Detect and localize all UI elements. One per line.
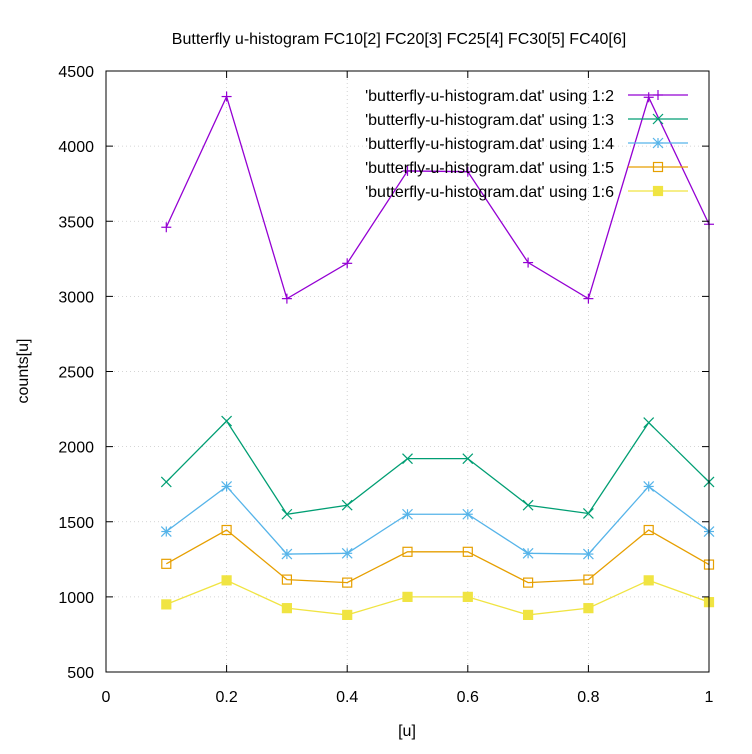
series-3-point: [341, 499, 353, 511]
series-6-point: [281, 603, 292, 614]
y-axis-label: counts[u]: [15, 339, 32, 404]
series-5-point: [643, 524, 654, 536]
series-5-point: [402, 546, 413, 557]
y-tick-label: 500: [67, 665, 94, 682]
series-4-point: [160, 526, 172, 537]
series-4-point: [341, 547, 353, 559]
legend-marker: [652, 161, 664, 173]
series-4-point: [221, 481, 233, 492]
legend-marker: [652, 113, 664, 125]
series-3-point: [221, 415, 233, 427]
series-5-point: [342, 577, 353, 588]
legend-label: 'butterfly-u-histogram.dat' using 1:3: [365, 112, 614, 129]
series-4-point: [582, 548, 594, 560]
x-tick-label: 0: [102, 689, 111, 706]
y-tick-label: 4500: [58, 64, 94, 81]
series-line-4: [165, 485, 710, 555]
series-2-point: [643, 92, 654, 103]
series-6-point: [221, 575, 232, 586]
series-2-point: [462, 166, 473, 177]
series-3-point: [522, 499, 534, 511]
series-2-point: [523, 257, 534, 268]
x-tick-label: 0.8: [577, 689, 599, 706]
series-3-point: [160, 476, 172, 488]
series-6-point: [583, 603, 594, 614]
series-2-point: [342, 258, 353, 269]
y-tick-label: 4000: [58, 139, 94, 156]
series-6-point: [643, 575, 654, 586]
series-5-point: [462, 546, 473, 557]
y-tick-label: 3000: [58, 289, 94, 306]
series-5-point: [281, 574, 292, 585]
series-5-point: [583, 574, 594, 585]
series-6-point: [342, 609, 353, 621]
legend-marker: [652, 137, 664, 149]
series-5-point: [161, 558, 172, 569]
legend-marker: [652, 185, 664, 197]
series-6-point: [462, 591, 473, 602]
x-tick-label: 0.4: [336, 689, 358, 706]
series-3-point: [402, 453, 413, 465]
series-line-6: [166, 579, 710, 616]
series-4-point: [281, 548, 293, 560]
x-tick-label: 0.6: [457, 689, 479, 706]
series-2-point: [221, 91, 232, 102]
legend: 'butterfly-u-histogram.dat' using 1:2 'bu…: [365, 88, 688, 201]
series-line-3: [165, 420, 710, 515]
legend-label: 'butterfly-u-histogram.dat' using 1:6: [365, 184, 614, 201]
series-4-point: [643, 481, 655, 492]
legend-label: 'butterfly-u-histogram.dat' using 1:5: [365, 160, 614, 177]
chart-title: Butterfly u-histogram FC10[2] FC20[3] FC…: [172, 31, 626, 48]
y-tick-label: 1500: [58, 515, 94, 532]
series-3-point: [462, 453, 474, 465]
series-4-point: [402, 508, 413, 520]
legend-marker: [653, 90, 663, 100]
legend-label: 'butterfly-u-histogram.dat' using 1:2: [365, 88, 614, 105]
series-5-point: [221, 524, 232, 536]
series-6-point: [402, 591, 413, 602]
x-axis: 0 0.2 0.4 0.6 0.8 1: [102, 71, 714, 706]
series-3-point: [582, 508, 594, 519]
series-line-2: [165, 94, 710, 300]
series-2-point: [161, 222, 172, 233]
series-4-point: [522, 547, 534, 559]
series-group: [160, 91, 715, 621]
series-6-point: [522, 609, 534, 621]
y-tick-label: 3500: [58, 214, 94, 231]
series-2-point: [583, 293, 594, 304]
series-5-point: [522, 577, 534, 588]
x-axis-label: [u]: [398, 723, 416, 740]
y-axis: 500 1000 1500 2000 2500 3000 3500 4000 4500: [58, 64, 709, 682]
series-2-point: [281, 293, 292, 304]
x-tick-label: 1: [705, 689, 714, 706]
x-tick-label: 0.2: [215, 689, 237, 706]
series-2-point: [402, 165, 413, 176]
series-6-point: [161, 599, 172, 610]
series-line-5: [165, 529, 710, 584]
series-3-point: [643, 417, 655, 429]
series-3-point: [281, 508, 293, 520]
y-tick-label: 2500: [58, 365, 94, 382]
legend-label: 'butterfly-u-histogram.dat' using 1:4: [365, 136, 614, 153]
y-tick-label: 1000: [58, 590, 94, 607]
series-4-point: [462, 508, 474, 520]
y-tick-label: 2000: [58, 440, 94, 457]
